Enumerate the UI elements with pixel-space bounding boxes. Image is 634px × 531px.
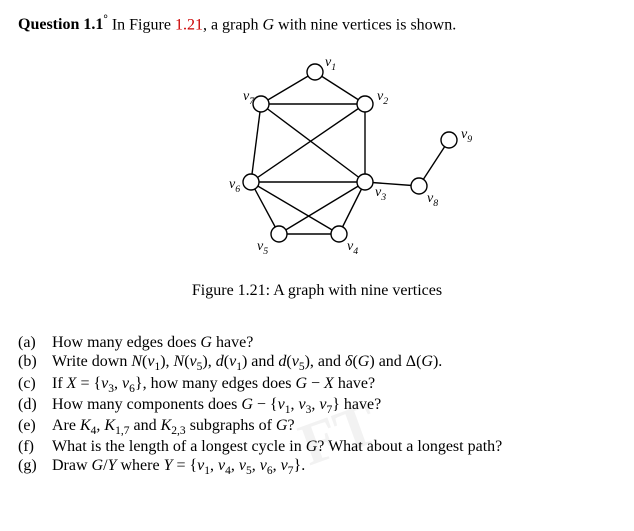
graph-edge bbox=[251, 104, 365, 182]
graph-label-v8: v8 bbox=[427, 191, 438, 209]
part-row: (c)If X = {v3, v6}, how many edges does … bbox=[18, 375, 616, 395]
part-row: (e)Are K4, K1,7 and K2,3 subgraphs of G? bbox=[18, 417, 616, 437]
part-row: (a)How many edges does G have? bbox=[18, 334, 616, 352]
part-label: (e) bbox=[18, 417, 52, 437]
graph-label-v5: v5 bbox=[257, 239, 268, 257]
question-tail: with nine vertices is shown. bbox=[274, 16, 456, 33]
part-label: (a) bbox=[18, 334, 52, 352]
graph-label-v4: v4 bbox=[347, 239, 358, 257]
graph-label-v1: v1 bbox=[325, 55, 336, 73]
figure-reference: 1.21 bbox=[175, 16, 203, 33]
part-text: Draw G/Y where Y = {v1, v4, v5, v6, v7}. bbox=[52, 457, 616, 477]
graph-node-v6 bbox=[243, 174, 259, 190]
graph-node-v1 bbox=[307, 64, 323, 80]
figure-container: v1 v2 v3 v4 v5 v6 v7 v8 v9 bbox=[18, 52, 616, 272]
graph-node-v9 bbox=[441, 132, 457, 148]
graph-edge bbox=[315, 72, 365, 104]
part-text: How many components does G − {v1, v3, v7… bbox=[52, 396, 616, 416]
graph-diagram: v1 v2 v3 v4 v5 v6 v7 v8 v9 bbox=[147, 52, 487, 272]
graph-edge bbox=[261, 104, 365, 182]
part-label: (c) bbox=[18, 375, 52, 395]
part-text: What is the length of a longest cycle in… bbox=[52, 438, 616, 456]
part-text: Write down N(v1), N(v5), d(v1) and d(v5)… bbox=[52, 353, 616, 373]
part-text: How many edges does G have? bbox=[52, 334, 616, 352]
graph-node-v8 bbox=[411, 178, 427, 194]
question-parts: (a)How many edges does G have?(b)Write d… bbox=[18, 334, 616, 477]
graph-node-v7 bbox=[253, 96, 269, 112]
question-text-before: In Figure bbox=[108, 16, 175, 33]
part-row: (b)Write down N(v1), N(v5), d(v1) and d(… bbox=[18, 353, 616, 373]
part-label: (d) bbox=[18, 396, 52, 416]
graph-label-v2: v2 bbox=[377, 89, 388, 107]
part-label: (g) bbox=[18, 457, 52, 477]
graph-node-v4 bbox=[331, 226, 347, 242]
question-header: Question 1.1° In Figure 1.21, a graph G … bbox=[18, 14, 616, 34]
part-label: (b) bbox=[18, 353, 52, 373]
part-text: If X = {v3, v6}, how many edges does G −… bbox=[52, 375, 616, 395]
graph-node-v2 bbox=[357, 96, 373, 112]
graph-node-v3 bbox=[357, 174, 373, 190]
graph-edge bbox=[251, 104, 261, 182]
graph-name: G bbox=[262, 16, 274, 33]
question-text-after: , a graph bbox=[203, 16, 263, 33]
part-row: (d)How many components does G − {v1, v3,… bbox=[18, 396, 616, 416]
graph-label-v9: v9 bbox=[461, 127, 472, 145]
graph-edge bbox=[251, 182, 339, 234]
part-row: (g)Draw G/Y where Y = {v1, v4, v5, v6, v… bbox=[18, 457, 616, 477]
graph-label-v7: v7 bbox=[243, 89, 255, 107]
graph-edge bbox=[261, 72, 315, 104]
part-label: (f) bbox=[18, 438, 52, 456]
part-text: Are K4, K1,7 and K2,3 subgraphs of G? bbox=[52, 417, 616, 437]
figure-caption: Figure 1.21: A graph with nine vertices bbox=[18, 282, 616, 300]
graph-node-v5 bbox=[271, 226, 287, 242]
graph-label-v3: v3 bbox=[375, 185, 386, 203]
part-row: (f)What is the length of a longest cycle… bbox=[18, 438, 616, 456]
question-label: Question 1.1° bbox=[18, 16, 108, 33]
graph-label-v6: v6 bbox=[229, 177, 240, 195]
